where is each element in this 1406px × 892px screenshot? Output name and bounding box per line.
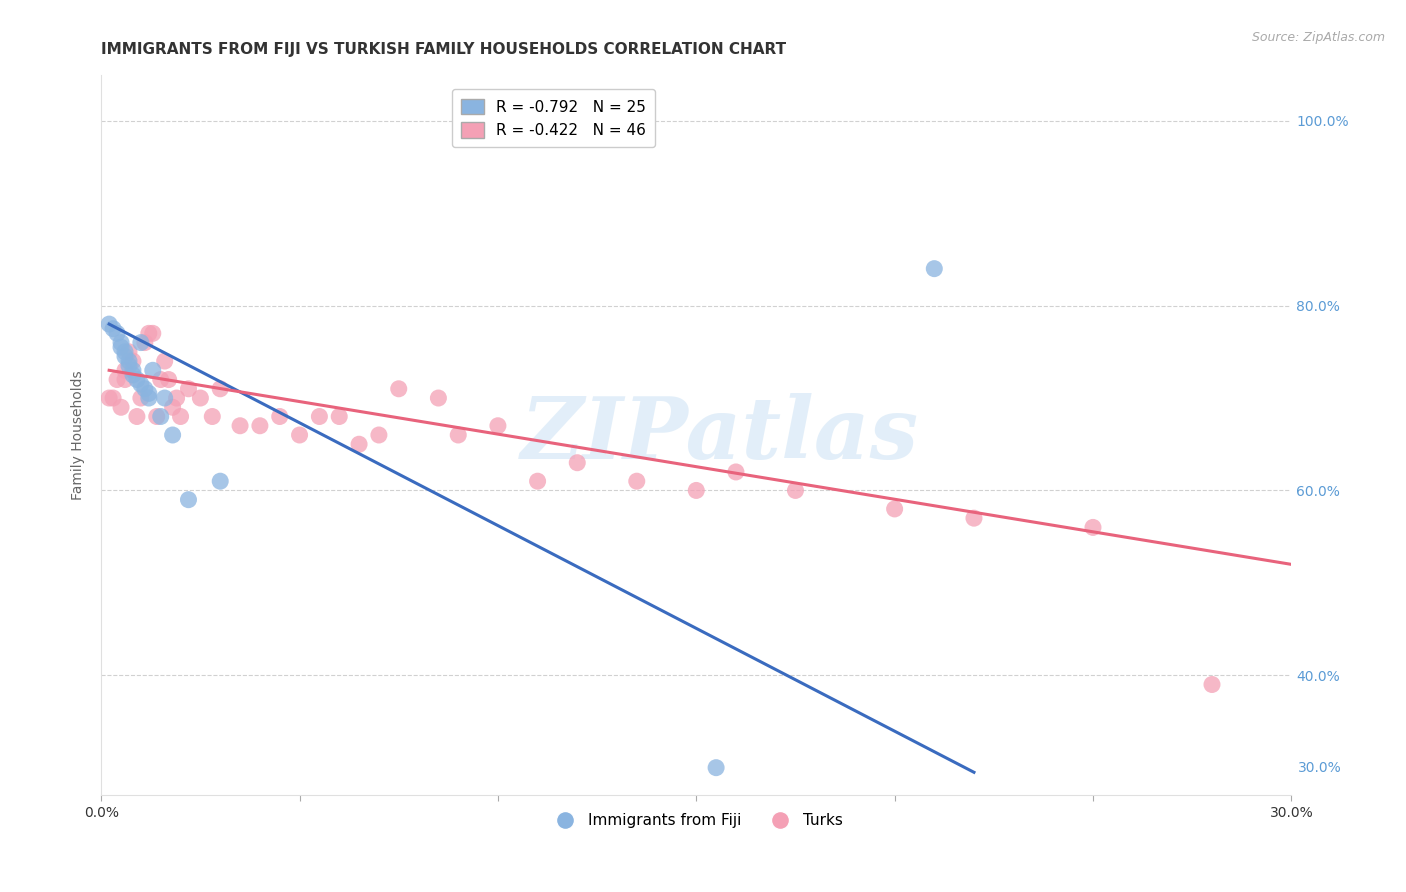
Point bbox=[118, 354, 141, 368]
Y-axis label: Family Households: Family Households bbox=[72, 370, 86, 500]
Text: ZIPatlas: ZIPatlas bbox=[522, 393, 920, 476]
Point bbox=[963, 511, 986, 525]
Point bbox=[328, 409, 350, 424]
Point bbox=[162, 401, 184, 415]
Legend: Immigrants from Fiji, Turks: Immigrants from Fiji, Turks bbox=[544, 807, 849, 835]
Point bbox=[114, 344, 136, 359]
Point bbox=[177, 492, 200, 507]
Point bbox=[105, 373, 128, 387]
Point bbox=[153, 391, 176, 405]
Point bbox=[308, 409, 330, 424]
Point bbox=[367, 428, 389, 442]
Point bbox=[924, 261, 946, 276]
Point bbox=[114, 350, 136, 364]
Point bbox=[118, 344, 141, 359]
Point bbox=[157, 373, 180, 387]
Point bbox=[567, 456, 589, 470]
Point bbox=[288, 428, 311, 442]
Point bbox=[129, 335, 152, 350]
Point bbox=[114, 373, 136, 387]
Point bbox=[1081, 520, 1104, 534]
Point bbox=[190, 391, 212, 405]
Point bbox=[347, 437, 370, 451]
Point bbox=[526, 474, 548, 488]
Point bbox=[785, 483, 807, 498]
Point bbox=[122, 363, 145, 377]
Point bbox=[1201, 677, 1223, 691]
Point bbox=[145, 409, 167, 424]
Point bbox=[229, 418, 252, 433]
Point bbox=[704, 761, 727, 775]
Point bbox=[201, 409, 224, 424]
Point bbox=[162, 428, 184, 442]
Point bbox=[883, 502, 905, 516]
Point bbox=[138, 386, 160, 401]
Point bbox=[149, 373, 172, 387]
Point bbox=[427, 391, 450, 405]
Point bbox=[98, 317, 121, 331]
Point bbox=[166, 391, 188, 405]
Point bbox=[626, 474, 648, 488]
Point bbox=[209, 474, 232, 488]
Text: Source: ZipAtlas.com: Source: ZipAtlas.com bbox=[1251, 31, 1385, 45]
Point bbox=[110, 335, 132, 350]
Point bbox=[153, 354, 176, 368]
Point bbox=[134, 335, 156, 350]
Point bbox=[129, 377, 152, 392]
Point bbox=[138, 391, 160, 405]
Point bbox=[98, 391, 121, 405]
Point bbox=[114, 363, 136, 377]
Point bbox=[142, 326, 165, 341]
Point bbox=[209, 382, 232, 396]
Point bbox=[149, 409, 172, 424]
Point bbox=[177, 382, 200, 396]
Point bbox=[125, 409, 148, 424]
Point bbox=[138, 326, 160, 341]
Text: IMMIGRANTS FROM FIJI VS TURKISH FAMILY HOUSEHOLDS CORRELATION CHART: IMMIGRANTS FROM FIJI VS TURKISH FAMILY H… bbox=[101, 42, 786, 57]
Point bbox=[134, 382, 156, 396]
Point bbox=[122, 368, 145, 382]
Point bbox=[122, 354, 145, 368]
Point bbox=[724, 465, 747, 479]
Point bbox=[125, 373, 148, 387]
Point bbox=[169, 409, 191, 424]
Point bbox=[110, 401, 132, 415]
Point bbox=[110, 340, 132, 354]
Point bbox=[101, 391, 124, 405]
Point bbox=[269, 409, 291, 424]
Text: 30.0%: 30.0% bbox=[1298, 761, 1343, 774]
Point bbox=[388, 382, 411, 396]
Point bbox=[129, 391, 152, 405]
Point bbox=[118, 359, 141, 373]
Point bbox=[142, 363, 165, 377]
Point bbox=[486, 418, 509, 433]
Point bbox=[249, 418, 271, 433]
Point bbox=[685, 483, 707, 498]
Point bbox=[101, 322, 124, 336]
Point bbox=[447, 428, 470, 442]
Point bbox=[105, 326, 128, 341]
